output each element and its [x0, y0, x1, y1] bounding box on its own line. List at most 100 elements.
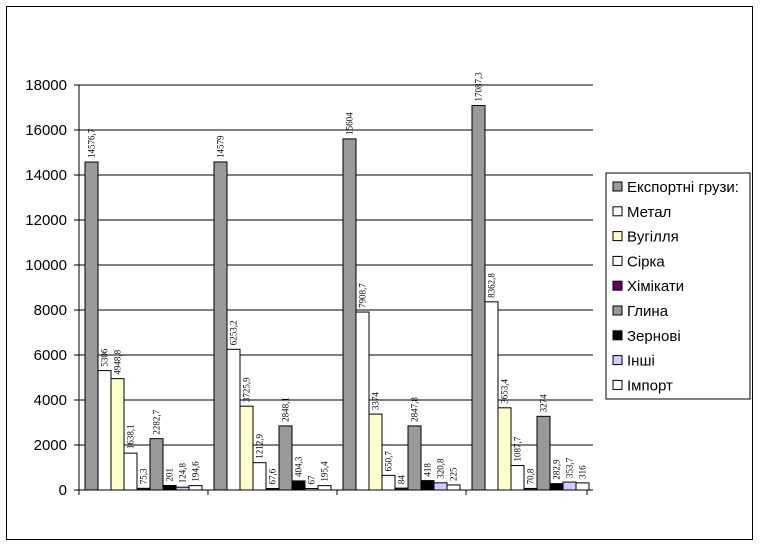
- data-label: 3725,9: [242, 377, 252, 402]
- legend-label: Імпорт: [627, 377, 673, 394]
- bar: [562, 481, 577, 491]
- bar: [226, 348, 241, 491]
- data-label: 418: [423, 463, 433, 477]
- data-label: 7908,7: [358, 283, 368, 308]
- legend-swatch: [612, 206, 623, 217]
- legend-label: Інші: [627, 353, 655, 370]
- data-label: 67,6: [268, 468, 278, 484]
- bar: [484, 301, 499, 491]
- data-label: 14576,7: [87, 128, 97, 158]
- legend-label: Сірка: [627, 253, 665, 270]
- bar: [278, 425, 293, 491]
- data-label: 84: [397, 475, 407, 485]
- legend-swatch: [612, 231, 623, 242]
- data-label: 2847,8: [410, 397, 420, 422]
- data-label: 320,8: [436, 458, 446, 479]
- bar: [265, 487, 280, 491]
- legend-swatch: [612, 355, 623, 366]
- data-label: 14579: [216, 135, 226, 158]
- data-label: 17087,3: [474, 72, 484, 102]
- data-label: 1638,1: [126, 424, 136, 449]
- bar: [162, 484, 177, 491]
- bar: [123, 452, 138, 491]
- bar: [355, 311, 370, 491]
- bar: [549, 483, 564, 491]
- bar: [446, 484, 461, 491]
- data-label: 404,3: [294, 456, 304, 477]
- data-label: 650,7: [384, 451, 394, 472]
- data-label: 194,6: [191, 461, 201, 482]
- bar: [471, 105, 486, 491]
- data-label: 201: [165, 468, 175, 482]
- bar: [239, 405, 254, 491]
- bar: [575, 482, 590, 491]
- y-tick-label: 14000: [25, 167, 67, 184]
- y-tick-label: 16000: [25, 122, 67, 139]
- bar: [252, 462, 267, 491]
- legend-label: Метал: [627, 204, 671, 221]
- legend-swatch: [612, 181, 623, 192]
- bar: [536, 415, 551, 491]
- legend-swatch: [612, 305, 623, 316]
- bar: [110, 378, 125, 491]
- bar: [381, 474, 396, 491]
- data-label: 4948,8: [113, 349, 123, 374]
- y-tick-label: 8000: [34, 302, 67, 319]
- bar: [136, 487, 151, 491]
- data-label: 75,3: [139, 468, 149, 484]
- y-tick-label: 18000: [25, 77, 67, 94]
- bar: [510, 465, 525, 491]
- data-label: 353,7: [565, 457, 575, 478]
- data-label: 1087,7: [513, 436, 523, 461]
- data-label: 2848,1: [281, 397, 291, 422]
- data-label: 3274: [539, 394, 549, 413]
- bar: [97, 370, 112, 491]
- legend-label: Вугілля: [627, 229, 679, 246]
- legend-label: Глина: [627, 303, 669, 320]
- bar: [420, 480, 435, 491]
- bar: [188, 485, 203, 491]
- data-label: 15604: [345, 112, 355, 135]
- legend-swatch: [612, 280, 623, 291]
- data-label: 5306: [100, 348, 110, 367]
- bar: [433, 482, 448, 491]
- bar: [368, 413, 383, 491]
- y-tick-label: 2000: [34, 437, 67, 454]
- bar: [394, 487, 409, 491]
- data-label: 124,8: [178, 462, 188, 483]
- data-label: 282,9: [552, 459, 562, 480]
- bar: [84, 161, 99, 491]
- legend-swatch: [612, 255, 623, 266]
- data-label: 70,8: [526, 468, 536, 484]
- bar: [304, 487, 319, 491]
- data-label: 2282,7: [152, 409, 162, 434]
- legend-label: Хімікати: [627, 278, 684, 295]
- bar: [407, 425, 422, 491]
- legend-label: Зернові: [627, 328, 681, 345]
- bar: [175, 486, 190, 491]
- data-label: 316: [578, 465, 588, 479]
- legend-label: Експортні грузи:: [627, 179, 739, 196]
- y-tick-label: 6000: [34, 347, 67, 364]
- bar: [291, 480, 306, 491]
- y-tick-label: 12000: [25, 212, 67, 229]
- bar: [149, 438, 164, 491]
- legend: [605, 172, 751, 400]
- bar: [317, 485, 332, 491]
- chart-frame: [6, 6, 753, 540]
- data-label: 3653,4: [500, 379, 510, 404]
- legend-swatch: [612, 379, 623, 390]
- bar: [213, 161, 228, 491]
- data-label: 67: [307, 475, 317, 485]
- data-label: 6253,2: [229, 321, 239, 346]
- data-label: 3374: [371, 392, 381, 411]
- bar: [523, 487, 538, 491]
- data-label: 8362,8: [487, 273, 497, 298]
- data-label: 1212,9: [255, 433, 265, 458]
- bar: [497, 407, 512, 491]
- legend-swatch: [612, 330, 623, 341]
- y-tick-label: 4000: [34, 392, 67, 409]
- data-label: 195,4: [320, 461, 330, 482]
- y-tick-label: 0: [59, 482, 67, 499]
